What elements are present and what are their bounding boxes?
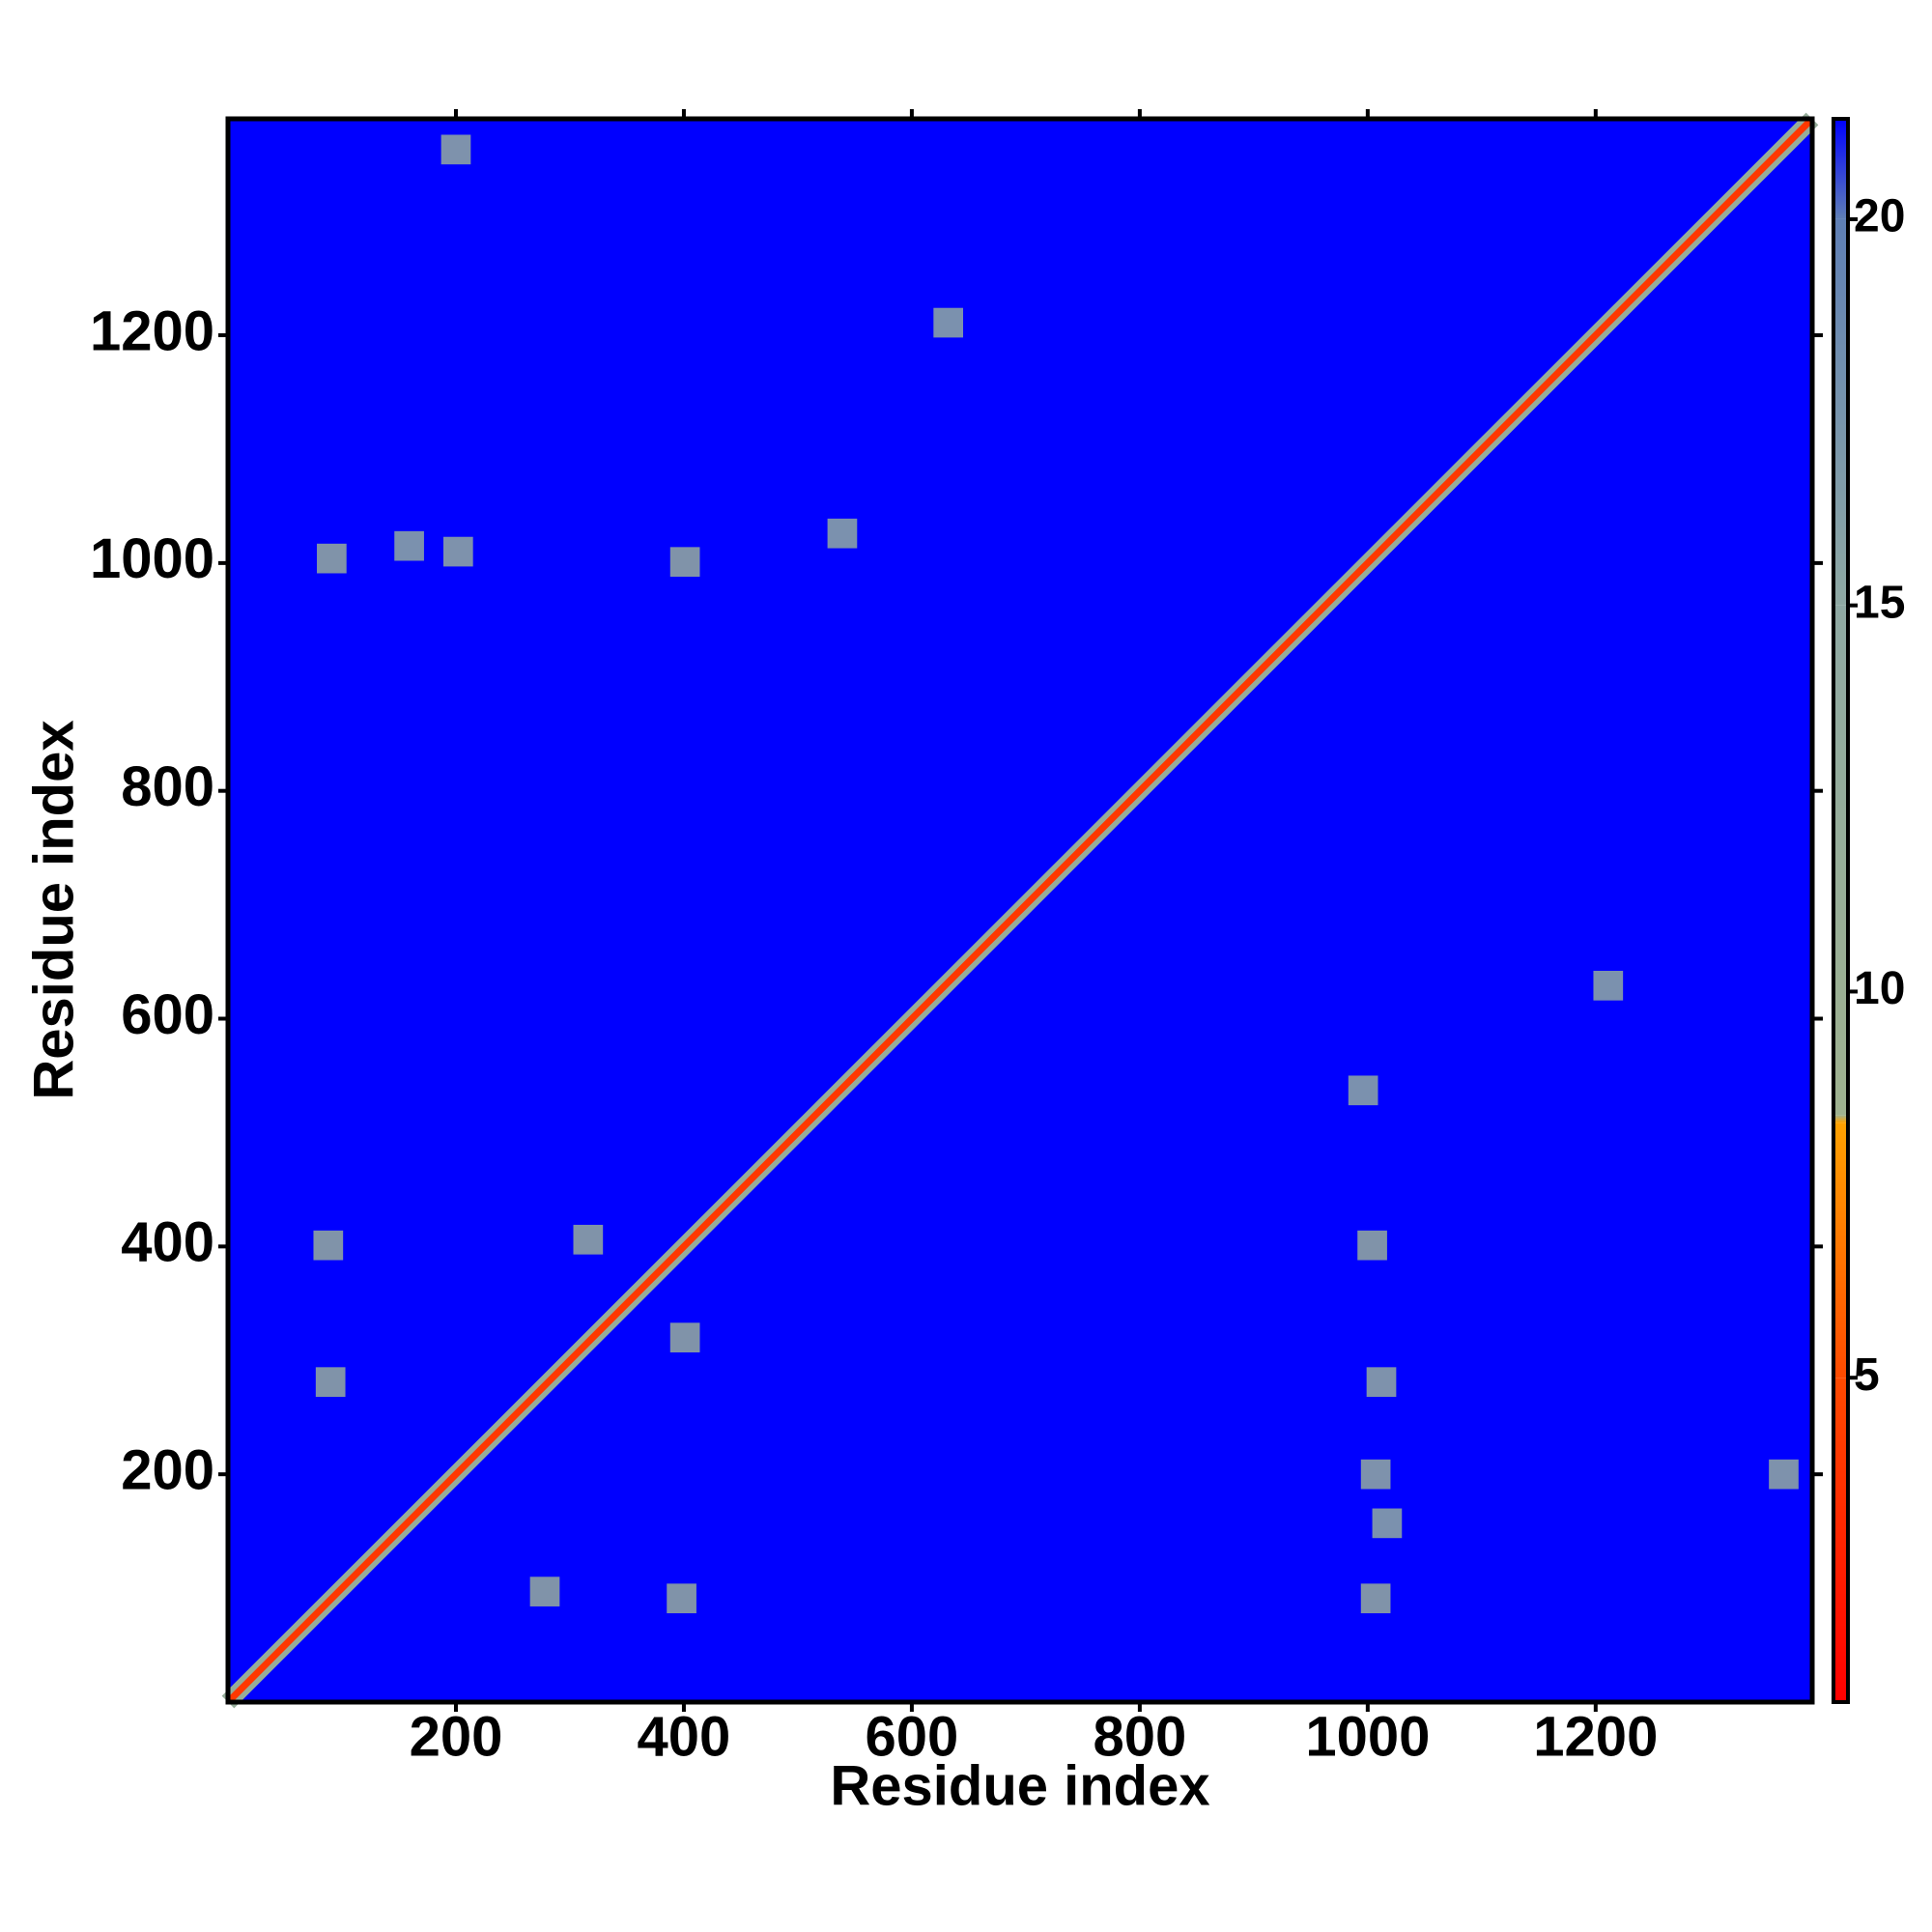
colorbar-tick-label: 15 xyxy=(1854,577,1905,628)
x-tick-label: 800 xyxy=(1093,1705,1186,1768)
contact-cell xyxy=(1357,1230,1387,1261)
x-tick-label: 1000 xyxy=(1305,1705,1430,1768)
colorbar-tick-label: 5 xyxy=(1854,1350,1880,1401)
y-tick-label: 600 xyxy=(121,983,214,1046)
contact-cell xyxy=(827,518,858,549)
colorbar-frame xyxy=(1832,117,1850,1704)
diagonal-core xyxy=(225,116,1815,1705)
contact-cell xyxy=(1372,1508,1403,1539)
x-tick-label: 1200 xyxy=(1533,1705,1658,1768)
contact-cell xyxy=(1593,970,1624,1001)
contact-cell xyxy=(440,134,471,165)
y-tick-label: 800 xyxy=(121,755,214,818)
contact-cell xyxy=(1769,1459,1799,1490)
contact-cell xyxy=(669,547,700,578)
contact-cell xyxy=(394,530,424,561)
contact-cell xyxy=(1348,1075,1378,1106)
colorbar-tick-label: 20 xyxy=(1854,191,1905,242)
contact-cell xyxy=(933,307,964,338)
contact-cell xyxy=(442,536,473,567)
contact-cell xyxy=(669,1322,700,1353)
contact-cell xyxy=(315,1367,346,1398)
y-tick-label: 1000 xyxy=(90,527,214,590)
contact-cell xyxy=(667,1583,696,1614)
colorbar-segment xyxy=(1833,1122,1848,1378)
contact-cell xyxy=(313,1230,344,1261)
y-axis-label: Residue index xyxy=(22,720,85,1099)
y-tick-label: 1200 xyxy=(90,299,214,362)
colorbar-segment xyxy=(1833,1115,1848,1123)
contact-cell xyxy=(529,1577,560,1606)
contact-cell xyxy=(573,1224,604,1255)
x-axis-label: Residue index xyxy=(830,1754,1209,1817)
contact-cell xyxy=(317,543,347,574)
x-tick-label: 400 xyxy=(638,1705,731,1768)
plot-frame xyxy=(225,116,1815,1705)
y-tick-label: 200 xyxy=(121,1439,214,1502)
contact-cell xyxy=(1366,1367,1397,1398)
x-tick-label: 600 xyxy=(866,1705,959,1768)
colorbar-segment xyxy=(1833,218,1848,606)
contact-cell xyxy=(1360,1583,1391,1614)
contact-cell xyxy=(1360,1459,1391,1490)
colorbar-segment xyxy=(1833,1378,1848,1702)
y-tick-label: 400 xyxy=(121,1211,214,1274)
colorbar-segment xyxy=(1833,605,1848,1116)
colorbar-segment xyxy=(1833,119,1848,219)
colorbar-tick-label: 10 xyxy=(1854,963,1905,1014)
x-tick-label: 200 xyxy=(410,1705,503,1768)
